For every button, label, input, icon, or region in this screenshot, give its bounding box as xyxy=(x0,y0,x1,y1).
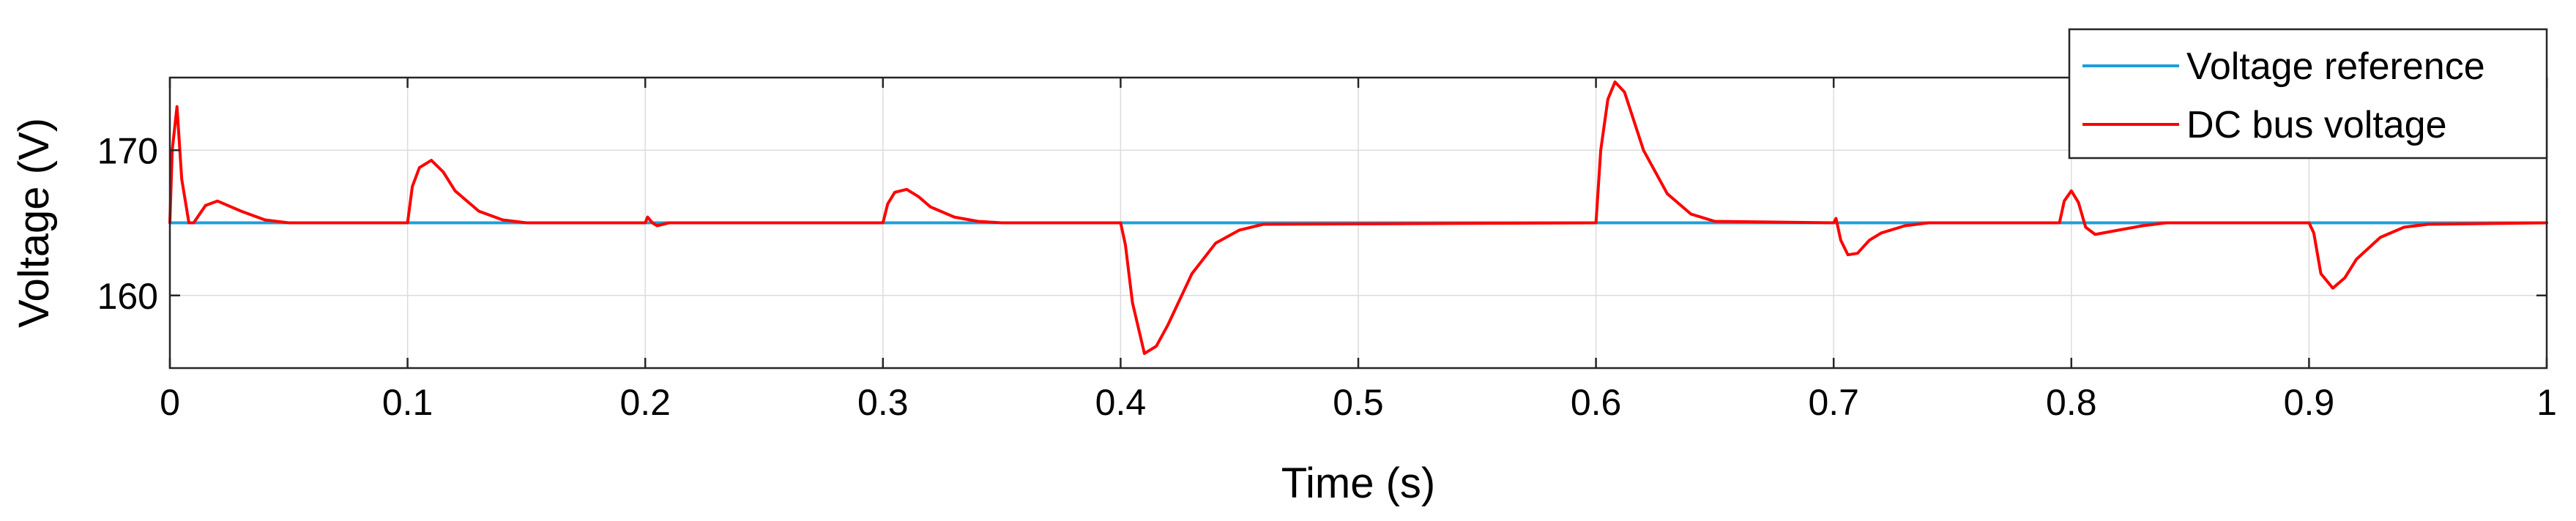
legend-label-dc-bus-voltage: DC bus voltage xyxy=(2186,104,2447,146)
series-line-dc-bus-voltage xyxy=(168,80,2548,356)
plot-area xyxy=(168,80,2548,356)
legend-label-voltage-reference: Voltage reference xyxy=(2186,45,2485,88)
y-tick-label: 170 xyxy=(97,130,158,171)
x-tick-label: 0.8 xyxy=(2046,382,2097,423)
tick-labels: 0 0.1 0.2 0.3 0.4 0.5 0.6 0.7 0.8 0.9 1 160 170 xyxy=(97,130,2557,423)
x-tick-label: 0.1 xyxy=(382,382,433,423)
x-tick-label: 1 xyxy=(2536,382,2557,423)
x-tick-label: 0.6 xyxy=(1571,382,1622,423)
x-tick-label: 0.4 xyxy=(1095,382,1147,423)
legend: Voltage reference DC bus voltage xyxy=(2068,28,2548,160)
legend-box xyxy=(2068,28,2548,160)
x-tick-label: 0 xyxy=(160,382,180,423)
x-tick-label: 0.3 xyxy=(857,382,909,423)
x-tick-label: 0.7 xyxy=(1808,382,1859,423)
y-tick-label: 160 xyxy=(97,276,158,317)
x-tick-label: 0.5 xyxy=(1333,382,1384,423)
y-axis-label: Voltage (V) xyxy=(10,118,58,328)
x-axis-label: Time (s) xyxy=(1281,460,1435,507)
x-tick-label: 0.2 xyxy=(619,382,671,423)
x-tick-label: 0.9 xyxy=(2284,382,2335,423)
